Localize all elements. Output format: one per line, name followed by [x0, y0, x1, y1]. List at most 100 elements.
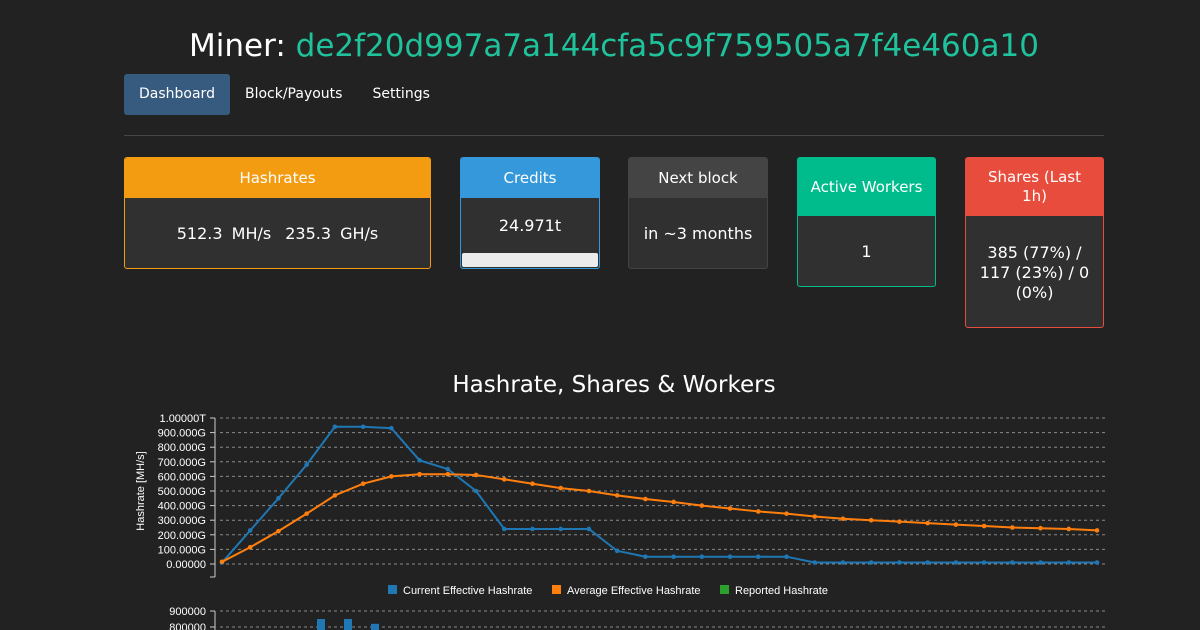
legend-swatch-2 [720, 585, 729, 594]
y-tick-label: 1.00000T [160, 413, 207, 425]
series-point-1 [360, 481, 366, 486]
series-point-1 [925, 520, 930, 526]
series-point-0 [868, 560, 874, 565]
series-point-1 [389, 474, 394, 479]
tab-block-payouts[interactable]: Block/Payouts [244, 86, 343, 102]
series-point-0 [1066, 560, 1072, 565]
series-point-0 [360, 424, 366, 430]
series-point-1 [1094, 528, 1100, 533]
series-point-0 [925, 560, 930, 565]
active-workers-card: Active Workers 1 [797, 157, 936, 287]
legend-swatch-1 [552, 585, 561, 594]
series-point-1 [784, 511, 789, 516]
series-point-1 [332, 493, 338, 498]
chart-title: Hashrate, Shares & Workers [452, 372, 776, 398]
series-point-1 [897, 519, 902, 524]
series-point-0 [699, 554, 705, 559]
series-point-0 [558, 526, 564, 532]
series-point-1 [473, 472, 479, 478]
y-tick-label: 600.000G [158, 471, 206, 483]
series-point-0 [727, 554, 733, 559]
series-point-0 [840, 560, 846, 565]
series-point-0 [304, 462, 309, 468]
hashrates-card: Hashrates 512.3 MH/s 235.3 GH/s [124, 157, 431, 269]
series-point-1 [671, 499, 676, 505]
active-workers-card-title: Active Workers [798, 158, 935, 216]
share-bar [344, 619, 352, 630]
series-point-0 [643, 554, 648, 559]
main-nav: Dashboard Block/Payouts Settings [124, 74, 445, 115]
series-point-0 [981, 560, 987, 565]
hashrate-value-long: 235.3 GH/s [285, 224, 379, 243]
series-line-1 [221, 473, 1098, 563]
shares-chart: 900000 800000 [169, 606, 1105, 630]
series-point-0 [332, 424, 338, 430]
series-point-1 [812, 514, 818, 519]
y-tick-label: 200.000G [158, 530, 206, 542]
series-point-1 [1038, 525, 1043, 531]
y-tick-label: 900.000G [158, 428, 206, 440]
active-workers-value: 1 [861, 242, 872, 261]
series-point-0 [530, 526, 535, 532]
hashrates-card-body: 512.3 MH/s 235.3 GH/s [125, 198, 430, 268]
series-point-1 [699, 503, 705, 508]
series-point-0 [445, 466, 451, 472]
series-point-0 [1038, 560, 1043, 565]
series-point-0 [755, 554, 761, 559]
series-point-0 [586, 526, 592, 532]
series-point-1 [727, 506, 733, 511]
series-point-0 [247, 528, 253, 533]
series-point-1 [1066, 526, 1072, 532]
series-point-0 [501, 526, 507, 532]
y-tick-label: 400.000G [158, 501, 206, 513]
series-point-1 [304, 511, 309, 516]
shares-card: Shares (Last 1h) 385 (77%) / 117 (23%) /… [965, 157, 1104, 328]
y-tick-label: 900000 [169, 606, 206, 618]
y-tick-label: 800.000G [158, 442, 206, 454]
series-point-1 [530, 481, 535, 486]
credits-progress-bar [462, 253, 598, 267]
credits-card-title: Credits [461, 158, 599, 198]
y-tick-label: 800000 [169, 622, 206, 630]
series-point-1 [614, 493, 620, 498]
series-point-0 [614, 548, 620, 554]
series-point-1 [558, 485, 564, 491]
series-point-0 [389, 425, 394, 431]
series-point-1 [586, 488, 592, 494]
series-point-0 [784, 554, 789, 559]
series-point-1 [247, 544, 253, 550]
series-point-0 [671, 554, 676, 559]
series-point-0 [473, 488, 479, 494]
series-point-1 [953, 522, 959, 527]
series-point-0 [1010, 560, 1015, 565]
series-point-1 [755, 509, 761, 514]
miner-label: Miner: [189, 28, 286, 64]
series-point-1 [445, 471, 451, 477]
next-block-card: Next block in ~3 months [628, 157, 768, 269]
tab-dashboard[interactable]: Dashboard [124, 74, 230, 115]
hashrate-value-short: 512.3 MH/s [176, 224, 272, 243]
series-point-1 [417, 471, 422, 477]
y-tick-label: 0.00000 [166, 559, 206, 571]
series-line-0 [221, 425, 1097, 564]
y-tick-label: 300.000G [158, 515, 206, 527]
series-point-1 [868, 517, 874, 523]
legend-label-1: Average Effective Hashrate [567, 585, 701, 597]
series-point-1 [981, 523, 987, 529]
legend-swatch-0 [388, 585, 397, 594]
series-point-1 [1010, 525, 1015, 530]
y-tick-label: 500.000G [158, 486, 206, 498]
legend-label-2: Reported Hashrate [735, 585, 828, 597]
tab-settings[interactable]: Settings [372, 86, 430, 102]
hashrates-card-title: Hashrates [125, 158, 430, 198]
series-point-0 [1094, 560, 1100, 565]
share-bar [317, 619, 325, 630]
credits-card: Credits 24.971t [460, 157, 600, 269]
hashrate-chart: 0.00000 100.000G 200.000G 300.000G 400.000G 5… [135, 413, 1105, 597]
series-point-1 [643, 496, 648, 502]
y-axis-label: Hashrate [MH/s] [135, 451, 147, 530]
page-title: Miner: de2f20d997a7a144cfa5c9f759505a7f4… [0, 26, 1200, 66]
miner-address: de2f20d997a7a144cfa5c9f759505a7f4e460a10 [295, 28, 1039, 64]
credits-value: 24.971t [498, 216, 562, 235]
series-point-0 [953, 560, 959, 565]
